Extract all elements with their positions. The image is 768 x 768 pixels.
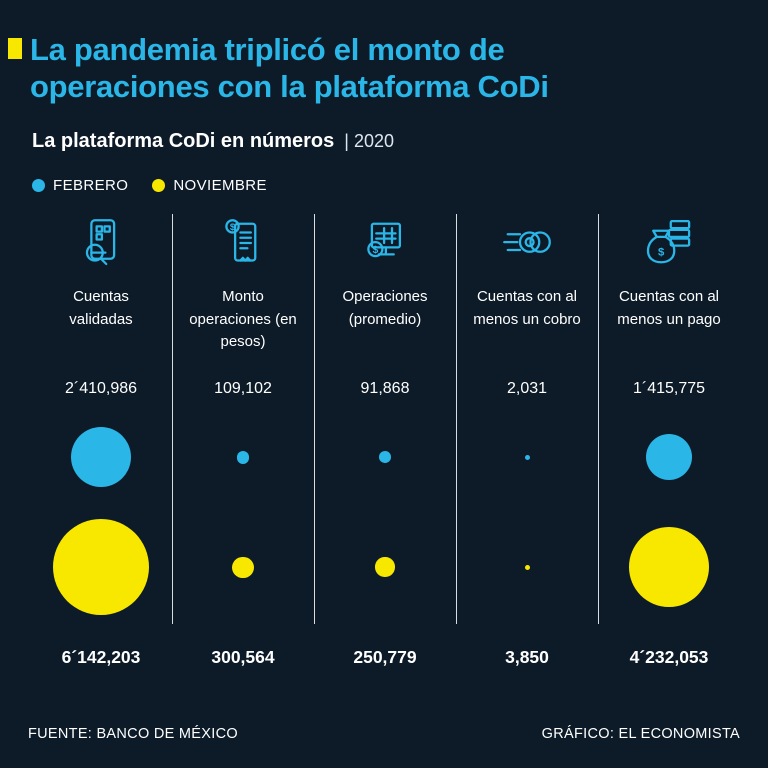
svg-text:$: $	[230, 222, 236, 233]
noviembre-value: 6´142,203	[61, 647, 141, 668]
febrero-bubble	[524, 454, 530, 460]
febrero-value: 109,102	[214, 380, 272, 398]
noviembre-value: 250,779	[353, 647, 417, 668]
chart-subtitle: La plataforma CoDi en números	[32, 130, 335, 153]
legend-item-noviembre: NOVIEMBRE	[152, 177, 267, 194]
febrero-bubble	[236, 450, 250, 464]
svg-text:$: $	[658, 246, 665, 258]
noviembre-value: 300,564	[211, 647, 275, 668]
noviembre-bubble	[232, 556, 254, 578]
footer: FUENTE: BANCO DE MÉXICO GRÁFICO: EL ECON…	[28, 726, 740, 742]
svg-text:$: $	[372, 244, 378, 256]
coins-motion-icon	[499, 210, 555, 276]
column-monto-operaciones: $ Monto operaciones (en pesos) 109,102 3…	[172, 210, 314, 668]
column-cuentas-cobro: Cuentas con al menos un cobro 2,031 3,85…	[456, 210, 598, 668]
febrero-bubble	[645, 434, 693, 481]
column-label: Operaciones (promedio)	[342, 288, 428, 328]
febrero-bubble	[70, 427, 132, 488]
noviembre-value: 4´232,053	[629, 647, 709, 668]
title-line-1: La pandemia triplicó el monto de	[30, 32, 505, 67]
noviembre-value: 3,850	[505, 647, 549, 668]
column-cuentas-pago: $ Cuentas con al menos un pago 1´415,775…	[598, 210, 740, 668]
chart-year: | 2020	[344, 131, 395, 152]
source-credit: FUENTE: BANCO DE MÉXICO	[28, 726, 238, 742]
phone-qr-search-icon	[73, 210, 129, 276]
title-line-2: operaciones con la plataforma CoDi	[30, 68, 549, 104]
money-bag-icon: $	[641, 210, 697, 276]
column-label: Cuentas validadas	[69, 288, 133, 328]
column-cuentas-validadas: Cuentas validadas 2´410,986 6´142,203	[30, 210, 172, 668]
chart-columns: Cuentas validadas 2´410,986 6´142,203 $	[30, 210, 740, 668]
febrero-value: 91,868	[360, 380, 410, 398]
noviembre-bubble	[524, 564, 530, 570]
graphic-credit: GRÁFICO: EL ECONOMISTA	[541, 726, 740, 742]
column-label: Cuentas con al menos un cobro	[473, 288, 581, 328]
noviembre-bubble	[375, 557, 395, 577]
phone-receipt-icon: $	[215, 210, 271, 276]
page-title: La pandemia triplicó el monto de operaci…	[30, 32, 740, 105]
febrero-value: 2,031	[506, 380, 548, 398]
title-marker	[8, 38, 22, 59]
febrero-value: 2´410,986	[64, 380, 138, 398]
noviembre-dot-icon	[152, 179, 166, 193]
subtitle-row: La plataforma CoDi en números | 2020	[32, 130, 740, 153]
legend-label-noviembre: NOVIEMBRE	[173, 177, 267, 195]
febrero-value: 1´415,775	[632, 380, 706, 398]
legend: FEBRERO NOVIEMBRE	[32, 177, 740, 194]
febrero-bubble	[379, 451, 391, 464]
legend-item-febrero: FEBRERO	[32, 177, 128, 194]
column-operaciones-promedio: $ Operaciones (promedio) 91,868 250,779	[314, 210, 456, 668]
infographic: La pandemia triplicó el monto de operaci…	[8, 32, 740, 668]
column-label: Monto operaciones (en pesos)	[189, 288, 297, 351]
noviembre-bubble	[53, 519, 149, 616]
screen-dollar-icon: $	[357, 210, 413, 276]
legend-label-febrero: FEBRERO	[53, 177, 129, 195]
febrero-dot-icon	[32, 179, 45, 193]
noviembre-bubble	[629, 527, 709, 607]
column-label: Cuentas con al menos un pago	[617, 288, 721, 328]
